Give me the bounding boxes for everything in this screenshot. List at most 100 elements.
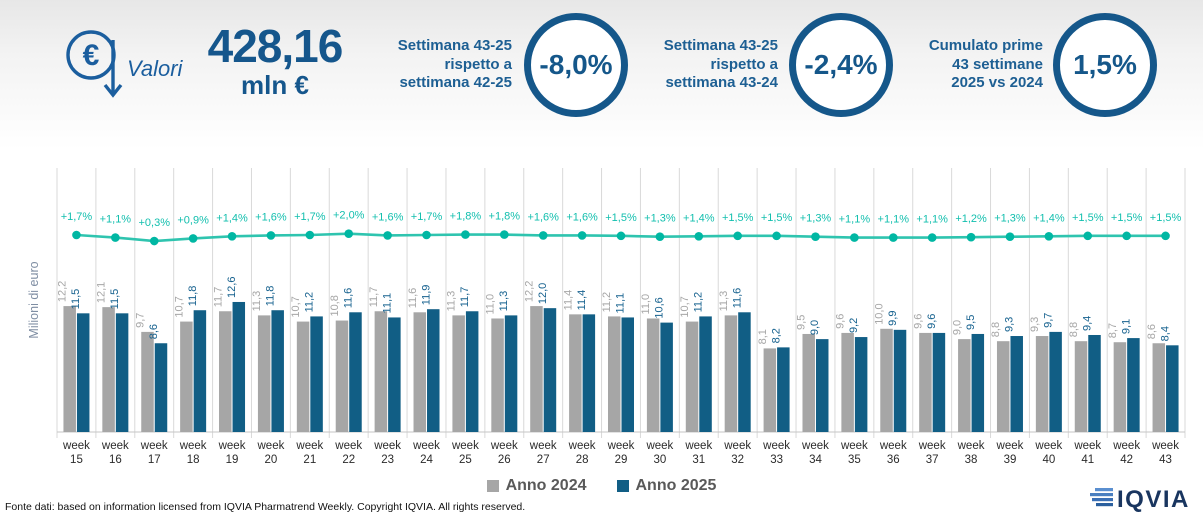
bar-value-2024: 11,0	[485, 294, 497, 315]
week-label: week	[645, 440, 673, 452]
bar-value-2025: 9,9	[887, 311, 899, 326]
week-label: week	[723, 440, 751, 452]
bar-value-2025: 11,9	[420, 285, 432, 306]
bar-2025	[699, 316, 712, 432]
bar-2025	[1088, 334, 1101, 432]
bar-2025	[271, 310, 284, 432]
trend-label: +1,5%	[1111, 212, 1143, 224]
bar-2025	[660, 322, 673, 432]
bar-2024	[919, 332, 932, 432]
bar-2025	[582, 314, 596, 432]
week-label: week	[918, 440, 946, 452]
trend-label: +1,8%	[489, 211, 521, 223]
bar-2024	[1152, 343, 1166, 432]
bar-value-2024: 8,8	[1068, 322, 1080, 337]
bar-2025	[193, 310, 207, 432]
bar-value-2025: 12,0	[537, 283, 549, 304]
week-number: 42	[1120, 454, 1133, 466]
week-label: week	[801, 440, 829, 452]
trend-label: +1,4%	[216, 212, 248, 224]
trend-label: +1,5%	[1072, 212, 1104, 224]
bar-value-2025: 9,6	[926, 314, 938, 329]
trend-label: +1,5%	[1150, 212, 1182, 224]
trend-label: +1,8%	[450, 211, 482, 223]
trend-label: +1,3%	[800, 213, 832, 225]
trend-dot	[1122, 231, 1131, 241]
bar-value-2025: 8,6	[148, 324, 160, 339]
bar-2024	[724, 315, 738, 432]
iqvia-logo: IQVIA	[1083, 482, 1195, 517]
bar-value-2024: 11,3	[718, 291, 730, 312]
kpi-1-label: Settimana 43-25 rispetto a settimana 42-…	[392, 37, 512, 93]
bar-2024	[608, 316, 621, 432]
trend-dot	[344, 229, 354, 239]
bar-2025	[543, 308, 557, 432]
week-label: week	[62, 440, 90, 452]
trend-label: +1,1%	[916, 214, 948, 226]
bar-value-2024: 12,2	[523, 281, 535, 302]
legend-item-anno-2024: Anno 2024	[486, 477, 587, 495]
bar-value-2024: 10,7	[290, 296, 302, 317]
trend-label: +1,4%	[683, 212, 715, 224]
bar-2024	[180, 321, 193, 432]
trend-label: +1,1%	[100, 214, 132, 226]
bar-2025	[932, 332, 946, 432]
bar-value-2024: 8,1	[757, 329, 769, 344]
bar-2025	[1166, 345, 1179, 432]
trend-dot	[538, 231, 548, 240]
trend-dot	[1161, 231, 1170, 241]
kpi-3-circle: 1,5%	[1053, 13, 1157, 117]
bar-2025	[1010, 336, 1023, 432]
bar-value-2025: 11,2	[304, 292, 316, 313]
bar-value-2025: 11,6	[731, 288, 743, 309]
trend-dot	[500, 230, 509, 239]
bar-value-2024: 10,8	[329, 295, 341, 316]
trend-label: +1,7%	[411, 211, 443, 223]
bar-value-2024: 11,6	[407, 288, 419, 309]
bar-value-2025: 9,2	[848, 318, 860, 333]
trend-label: +1,4%	[1033, 212, 1065, 224]
trend-dot	[694, 231, 704, 241]
bar-value-2025: 11,8	[265, 286, 277, 307]
bar-2025	[621, 317, 634, 432]
bar-2025	[1049, 331, 1062, 432]
trend-dot	[577, 231, 587, 240]
trend-dot	[111, 233, 120, 242]
week-number: 17	[148, 454, 161, 466]
trend-dot	[227, 231, 237, 241]
bar-2025	[232, 301, 246, 432]
week-label: week	[957, 440, 985, 452]
bar-value-2025: 11,7	[459, 287, 471, 308]
bar-2025	[815, 339, 829, 432]
bar-value-2025: 11,5	[70, 289, 82, 310]
bar-2024	[1035, 336, 1049, 432]
trend-label: +1,3%	[644, 213, 676, 225]
bar-2024	[491, 318, 504, 432]
bar-2024	[335, 320, 349, 432]
bar-2025	[1127, 338, 1140, 432]
trend-label: +1,1%	[878, 214, 910, 226]
week-label: week	[218, 440, 246, 452]
week-number: 33	[770, 454, 783, 466]
bar-value-2024: 10,7	[173, 296, 185, 317]
week-number: 36	[887, 454, 900, 466]
bar-2024	[1113, 342, 1127, 432]
week-number: 21	[303, 454, 316, 466]
bar-value-2024: 9,6	[835, 314, 847, 329]
bar-value-2024: 11,7	[212, 287, 224, 308]
week-number: 19	[226, 454, 239, 466]
kpi-2-line-3: settimana 43-24	[665, 74, 778, 91]
bar-value-2025: 9,7	[1043, 313, 1055, 328]
week-number: 23	[381, 454, 394, 466]
bar-value-2024: 12,2	[57, 281, 69, 302]
bar-value-2024: 8,7	[1107, 323, 1119, 338]
kpi-2-circle: -2,4%	[789, 13, 893, 117]
bar-value-2025: 9,5	[965, 315, 977, 330]
kpi-1-circle: -8,0%	[524, 13, 628, 117]
trend-dot	[422, 230, 431, 240]
bar-value-2024: 10,7	[679, 296, 691, 317]
bar-2025	[971, 333, 985, 432]
trend-label: +1,5%	[761, 212, 793, 224]
bar-2024	[452, 315, 465, 432]
trend-label: +1,6%	[566, 211, 598, 223]
